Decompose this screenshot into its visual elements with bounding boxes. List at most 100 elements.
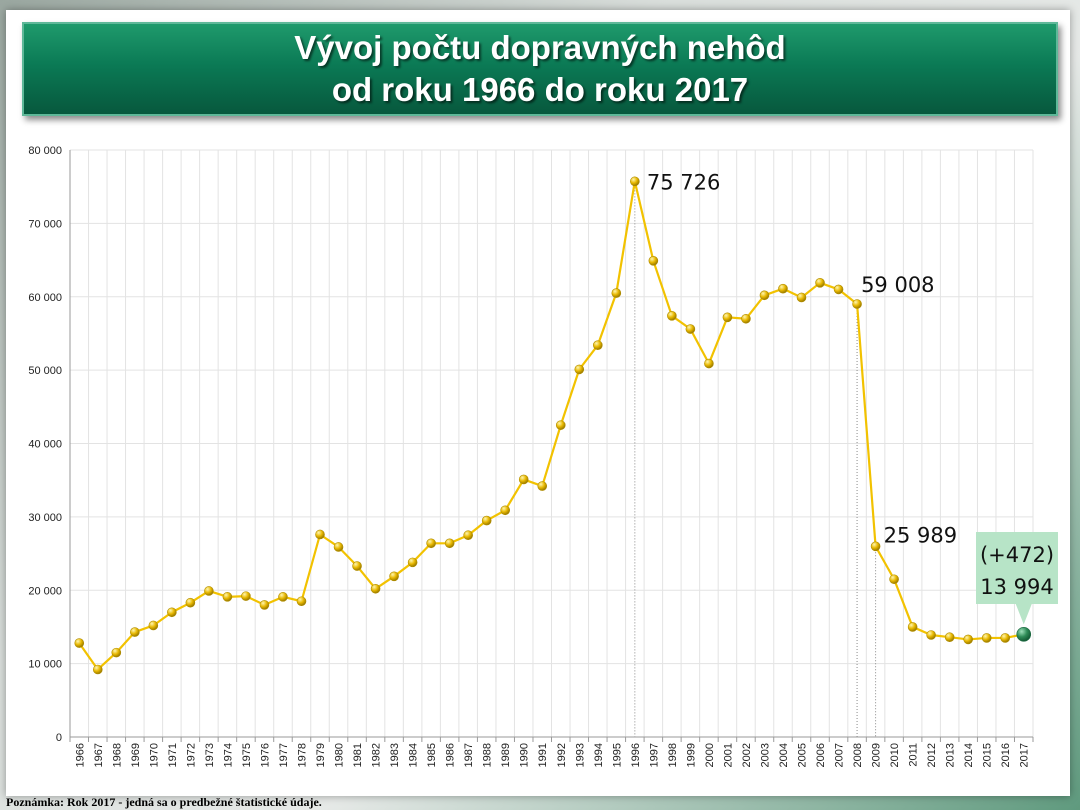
data-point xyxy=(111,647,122,658)
data-point xyxy=(241,591,251,601)
slide-background xyxy=(6,10,1070,796)
x-tick-label: 2017 xyxy=(1019,743,1031,767)
x-tick-label: 1981 xyxy=(352,743,364,767)
callout-change-label: (+472) xyxy=(980,543,1054,567)
x-tick-label: 2014 xyxy=(963,743,975,767)
x-tick-label: 1988 xyxy=(482,743,494,767)
x-tick-label: 2005 xyxy=(797,743,809,767)
x-tick-label: 2004 xyxy=(778,743,790,767)
x-tick-label: 1987 xyxy=(463,743,475,767)
x-tick-label: 1992 xyxy=(556,743,568,767)
x-tick-label: 1971 xyxy=(167,743,179,767)
x-tick-label: 1983 xyxy=(389,743,401,767)
x-tick-label: 1975 xyxy=(241,743,253,767)
data-point xyxy=(889,574,899,585)
callout-box xyxy=(976,532,1058,625)
data-point xyxy=(685,324,696,334)
x-tick-label: 1966 xyxy=(74,743,86,767)
y-tick-label: 50 000 xyxy=(28,365,62,377)
series-line xyxy=(78,180,1024,671)
x-tick-label: 1999 xyxy=(685,743,697,767)
data-point xyxy=(555,420,566,430)
data-point xyxy=(370,583,381,594)
x-tick-label: 1967 xyxy=(93,743,105,767)
x-tick-label: 2006 xyxy=(815,743,827,767)
data-point xyxy=(981,633,992,643)
data-point xyxy=(463,530,473,541)
data-point xyxy=(778,283,788,294)
data-point xyxy=(926,630,936,640)
x-tick-label: 2009 xyxy=(871,743,883,767)
x-tick-label: 1989 xyxy=(500,743,512,767)
y-tick-label: 40 000 xyxy=(28,439,62,451)
x-tick-label: 1969 xyxy=(130,743,142,767)
data-point xyxy=(833,284,844,295)
data-point xyxy=(963,634,973,645)
y-tick-label: 60 000 xyxy=(28,292,62,304)
data-point xyxy=(167,607,177,618)
x-tick-label: 2007 xyxy=(834,743,846,767)
x-tick-label: 1986 xyxy=(445,743,457,767)
x-tick-label: 1998 xyxy=(667,743,679,767)
x-tick-label: 1993 xyxy=(574,743,586,767)
data-point xyxy=(296,596,307,607)
y-tick-label: 70 000 xyxy=(28,218,62,230)
x-tick-label: 1972 xyxy=(185,743,197,767)
data-point xyxy=(796,292,807,303)
data-point xyxy=(444,538,455,549)
data-point xyxy=(611,288,622,298)
data-point xyxy=(92,664,103,675)
data-point xyxy=(741,313,751,324)
data-point xyxy=(185,597,196,608)
data-point xyxy=(148,620,159,631)
x-tick-label: 1997 xyxy=(648,743,660,767)
data-point xyxy=(278,592,288,602)
data-point xyxy=(518,474,529,485)
x-tick-label: 1994 xyxy=(593,743,605,767)
data-point xyxy=(852,299,862,309)
data-point xyxy=(815,278,825,288)
data-point-highlighted xyxy=(1016,627,1032,642)
x-tick-label: 2001 xyxy=(722,743,734,767)
data-point xyxy=(259,600,270,610)
x-tick-label: 2008 xyxy=(852,743,864,767)
x-tick-label: 2016 xyxy=(1000,743,1012,767)
data-point xyxy=(537,481,548,491)
x-tick-label: 1976 xyxy=(259,743,271,767)
x-tick-label: 2003 xyxy=(759,743,771,767)
data-point xyxy=(759,290,770,301)
data-point xyxy=(352,561,362,571)
data-point xyxy=(389,571,399,582)
data-point xyxy=(333,542,344,552)
data-point xyxy=(574,364,585,375)
x-tick-label: 1990 xyxy=(519,743,531,767)
x-tick-label: 1968 xyxy=(111,743,123,767)
data-point xyxy=(315,529,325,540)
x-tick-label: 1996 xyxy=(630,743,642,767)
data-point xyxy=(481,515,492,526)
x-tick-label: 1995 xyxy=(611,743,623,767)
y-tick-label: 20 000 xyxy=(28,585,62,597)
data-point xyxy=(222,592,233,602)
x-tick-label: 1985 xyxy=(426,743,438,767)
x-tick-label: 2011 xyxy=(908,743,920,767)
data-label: 75 726 xyxy=(647,170,720,194)
title-banner: Vývoj počtu dopravných nehôd od roku 196… xyxy=(22,22,1058,116)
x-tick-label: 2000 xyxy=(704,743,716,767)
x-tick-label: 1980 xyxy=(334,743,346,767)
x-tick-label: 1979 xyxy=(315,743,327,767)
y-tick-label: 80 000 xyxy=(28,145,62,157)
x-tick-label: 1982 xyxy=(371,743,383,767)
data-point xyxy=(870,541,881,552)
data-point xyxy=(500,505,511,516)
x-tick-label: 1991 xyxy=(537,743,549,767)
data-point xyxy=(722,312,733,323)
y-tick-label: 30 000 xyxy=(28,512,62,524)
data-label: 59 008 xyxy=(861,273,934,297)
x-tick-label: 2015 xyxy=(982,743,994,767)
callout-last-value: (+472) 13 994 xyxy=(976,532,1058,625)
x-tick-label: 2002 xyxy=(741,743,753,767)
data-point xyxy=(704,358,714,369)
data-point xyxy=(426,538,436,549)
